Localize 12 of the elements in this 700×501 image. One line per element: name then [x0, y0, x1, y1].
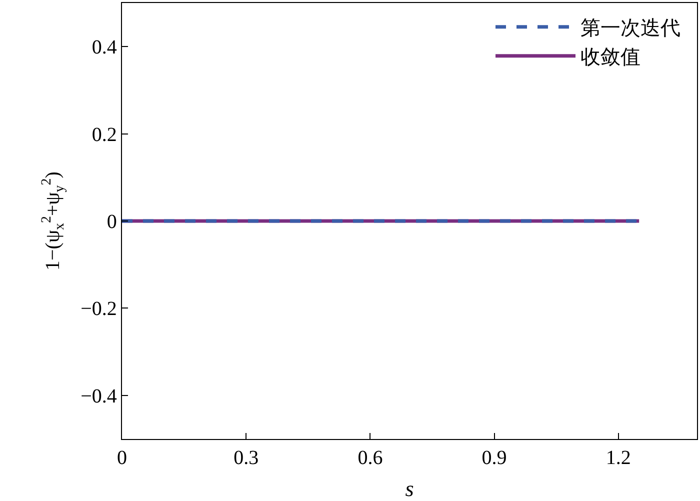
x-tick-label: 0.9	[482, 447, 507, 470]
x-tick-label: 0.3	[234, 447, 259, 470]
legend-label: 第一次迭代	[580, 16, 680, 40]
x-tick-label: 1.2	[606, 447, 631, 470]
x-axis-title: s	[405, 476, 414, 501]
x-tick-label: 0.6	[358, 447, 383, 470]
y-tick-label: −0.2	[80, 298, 117, 320]
y-tick-label: −0.4	[80, 385, 117, 408]
legend-label: 收敛值	[580, 44, 640, 69]
y-tick-label: 0.4	[92, 36, 117, 59]
y-tick-label: 0	[106, 211, 117, 233]
y-tick-label: 0.2	[92, 124, 117, 146]
